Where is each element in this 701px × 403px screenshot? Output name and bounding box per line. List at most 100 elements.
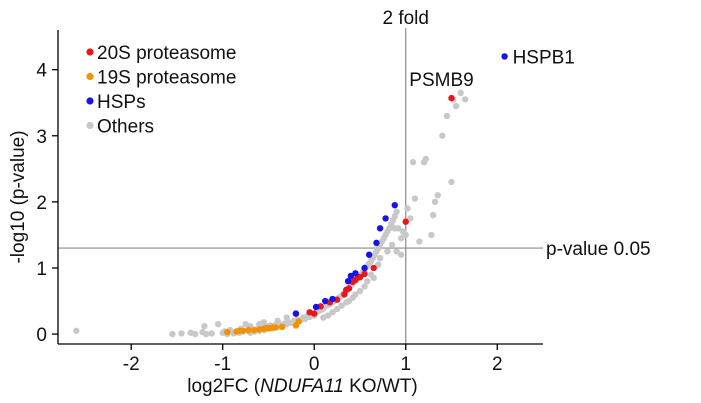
x-tick-label: 1 <box>400 354 411 375</box>
hspb1-label: HSPB1 <box>513 47 575 68</box>
hsps-point <box>322 297 329 305</box>
others-point <box>428 231 435 239</box>
hsps-point <box>382 215 389 222</box>
hsps-point <box>312 303 320 311</box>
20s-proteasome-point <box>361 270 368 278</box>
20s-proteasome-point <box>356 274 364 281</box>
others-point <box>443 112 451 120</box>
others-point <box>361 283 368 290</box>
axes <box>57 30 543 345</box>
legend-label-20s-proteasome: 20S proteasome <box>97 43 236 64</box>
y-tick-label: 0 <box>36 325 47 346</box>
others-point <box>73 327 80 334</box>
others-point <box>457 89 464 97</box>
hsps-point <box>391 201 398 209</box>
others-point <box>416 238 423 245</box>
others-point <box>384 248 391 255</box>
hsps-point <box>352 270 359 277</box>
others-point <box>434 192 441 199</box>
others-point <box>397 235 405 242</box>
y-axis-title: -log10 (p-value) <box>8 130 29 263</box>
19s-proteasome-point <box>245 326 252 334</box>
others-point <box>388 241 396 249</box>
others-point <box>429 211 437 219</box>
20s-proteasome-point <box>311 310 318 317</box>
others-point <box>283 314 290 321</box>
y-tick-label: 4 <box>36 61 47 82</box>
20s-proteasome-point <box>345 285 353 292</box>
others-point <box>356 287 364 295</box>
others-point <box>178 330 185 337</box>
others-point <box>260 318 268 326</box>
legend-marker-19s-proteasome <box>86 72 94 81</box>
hsps-point <box>501 53 508 60</box>
others-point <box>376 254 384 262</box>
19s-proteasome-point <box>250 326 258 334</box>
hsps-point <box>329 295 336 303</box>
others-point <box>462 96 469 103</box>
legend-marker-20s-proteasome <box>86 48 94 56</box>
others-point <box>203 330 210 338</box>
x-tick-label: 0 <box>309 354 320 375</box>
legend-label-others: Others <box>97 117 154 138</box>
others-point <box>274 317 281 325</box>
p-value-threshold-label: p-value 0.05 <box>546 239 651 260</box>
others-point <box>397 251 405 258</box>
hsps-point <box>344 278 352 285</box>
others-point <box>367 271 375 278</box>
hsps-point <box>376 225 384 232</box>
19s-proteasome-point <box>278 323 286 331</box>
y-tick-label: 1 <box>36 259 47 280</box>
y-tick-label: 3 <box>36 127 47 148</box>
others-point <box>391 225 398 232</box>
20s-proteasome-point <box>370 264 377 272</box>
annotations: HSPB1 PSMB9 <box>409 47 575 91</box>
others-point <box>393 248 400 255</box>
others-point <box>201 322 208 330</box>
legend-label-hsps: HSPs <box>97 92 146 113</box>
others-point <box>409 159 417 166</box>
19s-proteasome-point <box>239 327 247 334</box>
data-points <box>73 53 508 338</box>
x-axis-title-part: KO/WT) <box>344 376 418 397</box>
others-point <box>431 198 439 206</box>
others-point <box>169 330 176 338</box>
others-point <box>439 132 446 139</box>
hsps-point <box>361 264 368 272</box>
others-point <box>402 231 409 239</box>
axis-ticks: -2 -1 0 1 2 0 1 2 3 4 <box>36 61 502 375</box>
others-point <box>320 314 327 321</box>
others-point <box>452 102 460 110</box>
19s-proteasome-point <box>295 318 302 325</box>
legend-label-19s-proteasome: 19S proteasome <box>97 68 236 89</box>
x-tick-label: -1 <box>214 354 231 375</box>
others-point <box>407 215 414 222</box>
others-point <box>333 305 341 313</box>
others-point <box>404 205 411 212</box>
legend: 20S proteasome 19S proteasome HSPs Others <box>86 43 236 138</box>
others-point <box>208 330 215 337</box>
19s-proteasome-point <box>224 328 231 336</box>
others-point <box>364 278 371 285</box>
y-tick-label: 2 <box>36 193 47 214</box>
fold-change-threshold-label: 2 fold <box>382 8 428 29</box>
others-point <box>411 195 419 202</box>
hsps-point <box>292 310 300 317</box>
others-point <box>338 302 345 309</box>
legend-marker-others <box>86 121 94 130</box>
20s-proteasome-point <box>402 218 409 225</box>
hsps-point <box>373 239 380 247</box>
x-axis-title-part: log2FC ( <box>187 376 261 397</box>
reference-lines: 2 fold p-value 0.05 <box>58 8 651 344</box>
x-tick-label: 2 <box>492 354 503 375</box>
others-point <box>422 155 430 163</box>
legend-marker-hsps <box>86 97 94 105</box>
others-point <box>448 178 455 186</box>
others-point <box>192 330 199 338</box>
20s-proteasome-point <box>448 94 455 102</box>
x-tick-label: -2 <box>123 354 140 375</box>
others-point <box>349 294 356 301</box>
hsps-point <box>365 251 373 258</box>
x-axis-title-gene: NDUFA11 <box>260 376 344 397</box>
